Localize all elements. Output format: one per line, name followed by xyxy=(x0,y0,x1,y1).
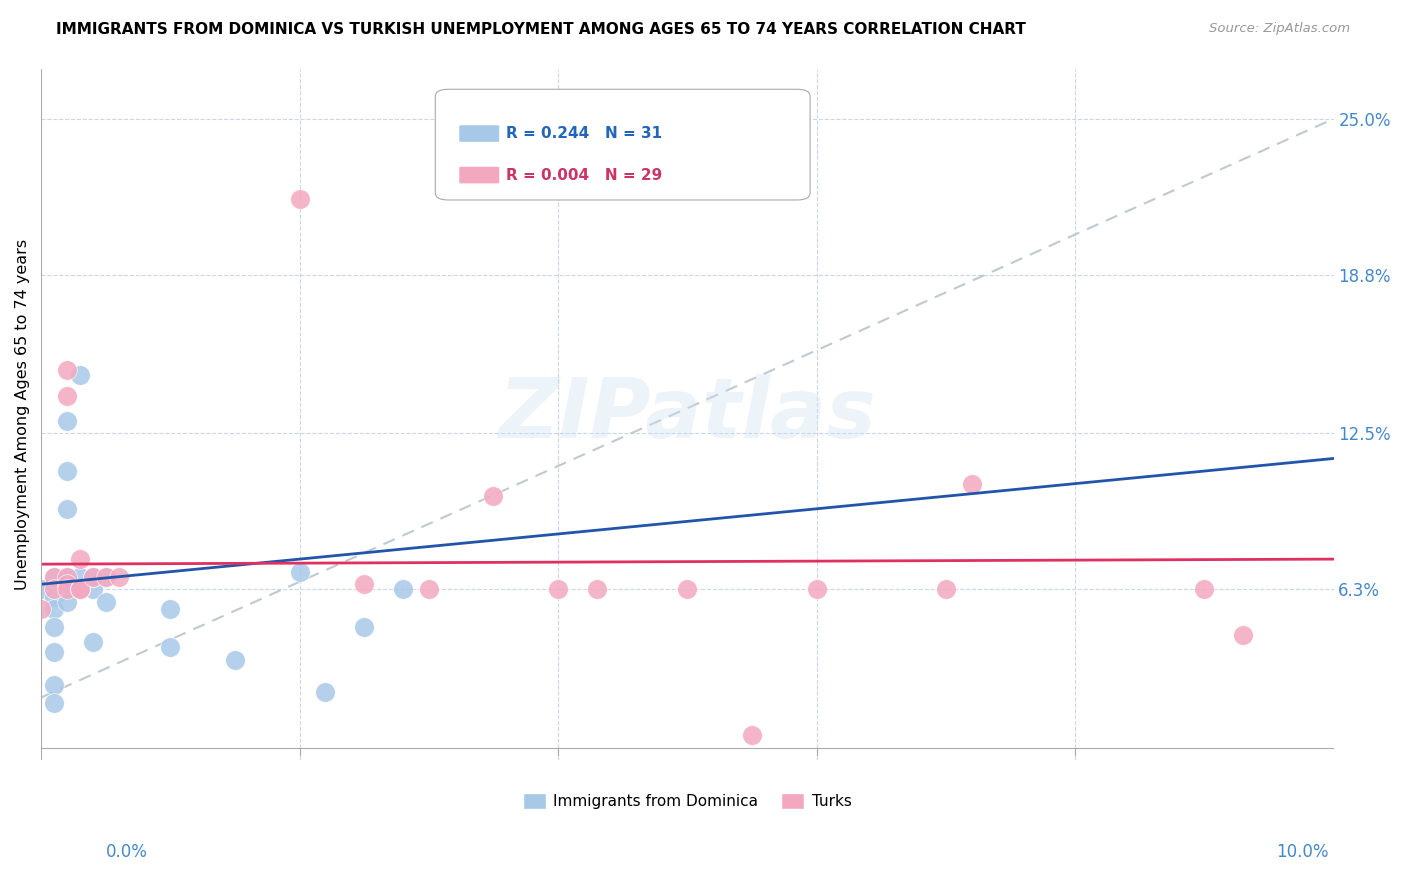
Point xyxy=(547,582,569,597)
Point xyxy=(224,653,246,667)
Text: R = 0.244   N = 31: R = 0.244 N = 31 xyxy=(506,126,662,141)
Point xyxy=(806,582,828,597)
Point xyxy=(418,582,440,597)
Point xyxy=(42,620,65,634)
Point xyxy=(56,363,79,377)
Point xyxy=(42,696,65,710)
Point xyxy=(94,570,117,584)
Point xyxy=(56,577,79,591)
Point xyxy=(353,620,375,634)
Point xyxy=(42,602,65,616)
Point xyxy=(741,728,763,742)
Point xyxy=(159,640,181,655)
Point xyxy=(353,577,375,591)
Point xyxy=(314,685,336,699)
Point xyxy=(56,414,79,428)
Point xyxy=(69,368,91,383)
Point xyxy=(82,635,104,649)
Point xyxy=(482,489,505,503)
Point xyxy=(1232,627,1254,641)
Point xyxy=(56,501,79,516)
Point xyxy=(69,552,91,566)
Point xyxy=(159,602,181,616)
Point xyxy=(935,582,957,597)
Point xyxy=(82,570,104,584)
Point xyxy=(30,602,52,616)
Point xyxy=(69,582,91,597)
Point xyxy=(56,570,79,584)
Point xyxy=(56,570,79,584)
Point xyxy=(288,565,311,579)
Point xyxy=(1194,582,1216,597)
Point xyxy=(69,570,91,584)
Point xyxy=(56,464,79,478)
Point xyxy=(42,582,65,597)
Point xyxy=(56,582,79,597)
Point xyxy=(392,582,415,597)
Point xyxy=(676,582,699,597)
Point xyxy=(69,582,91,597)
FancyBboxPatch shape xyxy=(436,89,810,200)
Text: IMMIGRANTS FROM DOMINICA VS TURKISH UNEMPLOYMENT AMONG AGES 65 TO 74 YEARS CORRE: IMMIGRANTS FROM DOMINICA VS TURKISH UNEM… xyxy=(56,22,1026,37)
Y-axis label: Unemployment Among Ages 65 to 74 years: Unemployment Among Ages 65 to 74 years xyxy=(15,239,30,590)
Point xyxy=(82,570,104,584)
Point xyxy=(94,570,117,584)
Point xyxy=(56,570,79,584)
Point xyxy=(585,582,607,597)
Point xyxy=(69,582,91,597)
Text: ZIPatlas: ZIPatlas xyxy=(498,374,876,455)
Point xyxy=(42,570,65,584)
Point xyxy=(42,645,65,659)
Point xyxy=(56,388,79,402)
Point xyxy=(107,570,129,584)
Text: 10.0%: 10.0% xyxy=(1277,843,1329,861)
Point xyxy=(42,590,65,604)
Text: Source: ZipAtlas.com: Source: ZipAtlas.com xyxy=(1209,22,1350,36)
Point xyxy=(69,582,91,597)
Point xyxy=(30,582,52,597)
Point xyxy=(69,582,91,597)
Point xyxy=(42,570,65,584)
Text: R = 0.004   N = 29: R = 0.004 N = 29 xyxy=(506,168,662,183)
Point xyxy=(288,192,311,206)
Point xyxy=(94,595,117,609)
FancyBboxPatch shape xyxy=(458,166,501,184)
Point xyxy=(69,582,91,597)
Point xyxy=(42,678,65,692)
Legend: Immigrants from Dominica, Turks: Immigrants from Dominica, Turks xyxy=(517,787,858,815)
Point xyxy=(56,582,79,597)
Point xyxy=(56,595,79,609)
Text: 0.0%: 0.0% xyxy=(105,843,148,861)
FancyBboxPatch shape xyxy=(458,125,501,143)
Point xyxy=(82,582,104,597)
Point xyxy=(960,476,983,491)
